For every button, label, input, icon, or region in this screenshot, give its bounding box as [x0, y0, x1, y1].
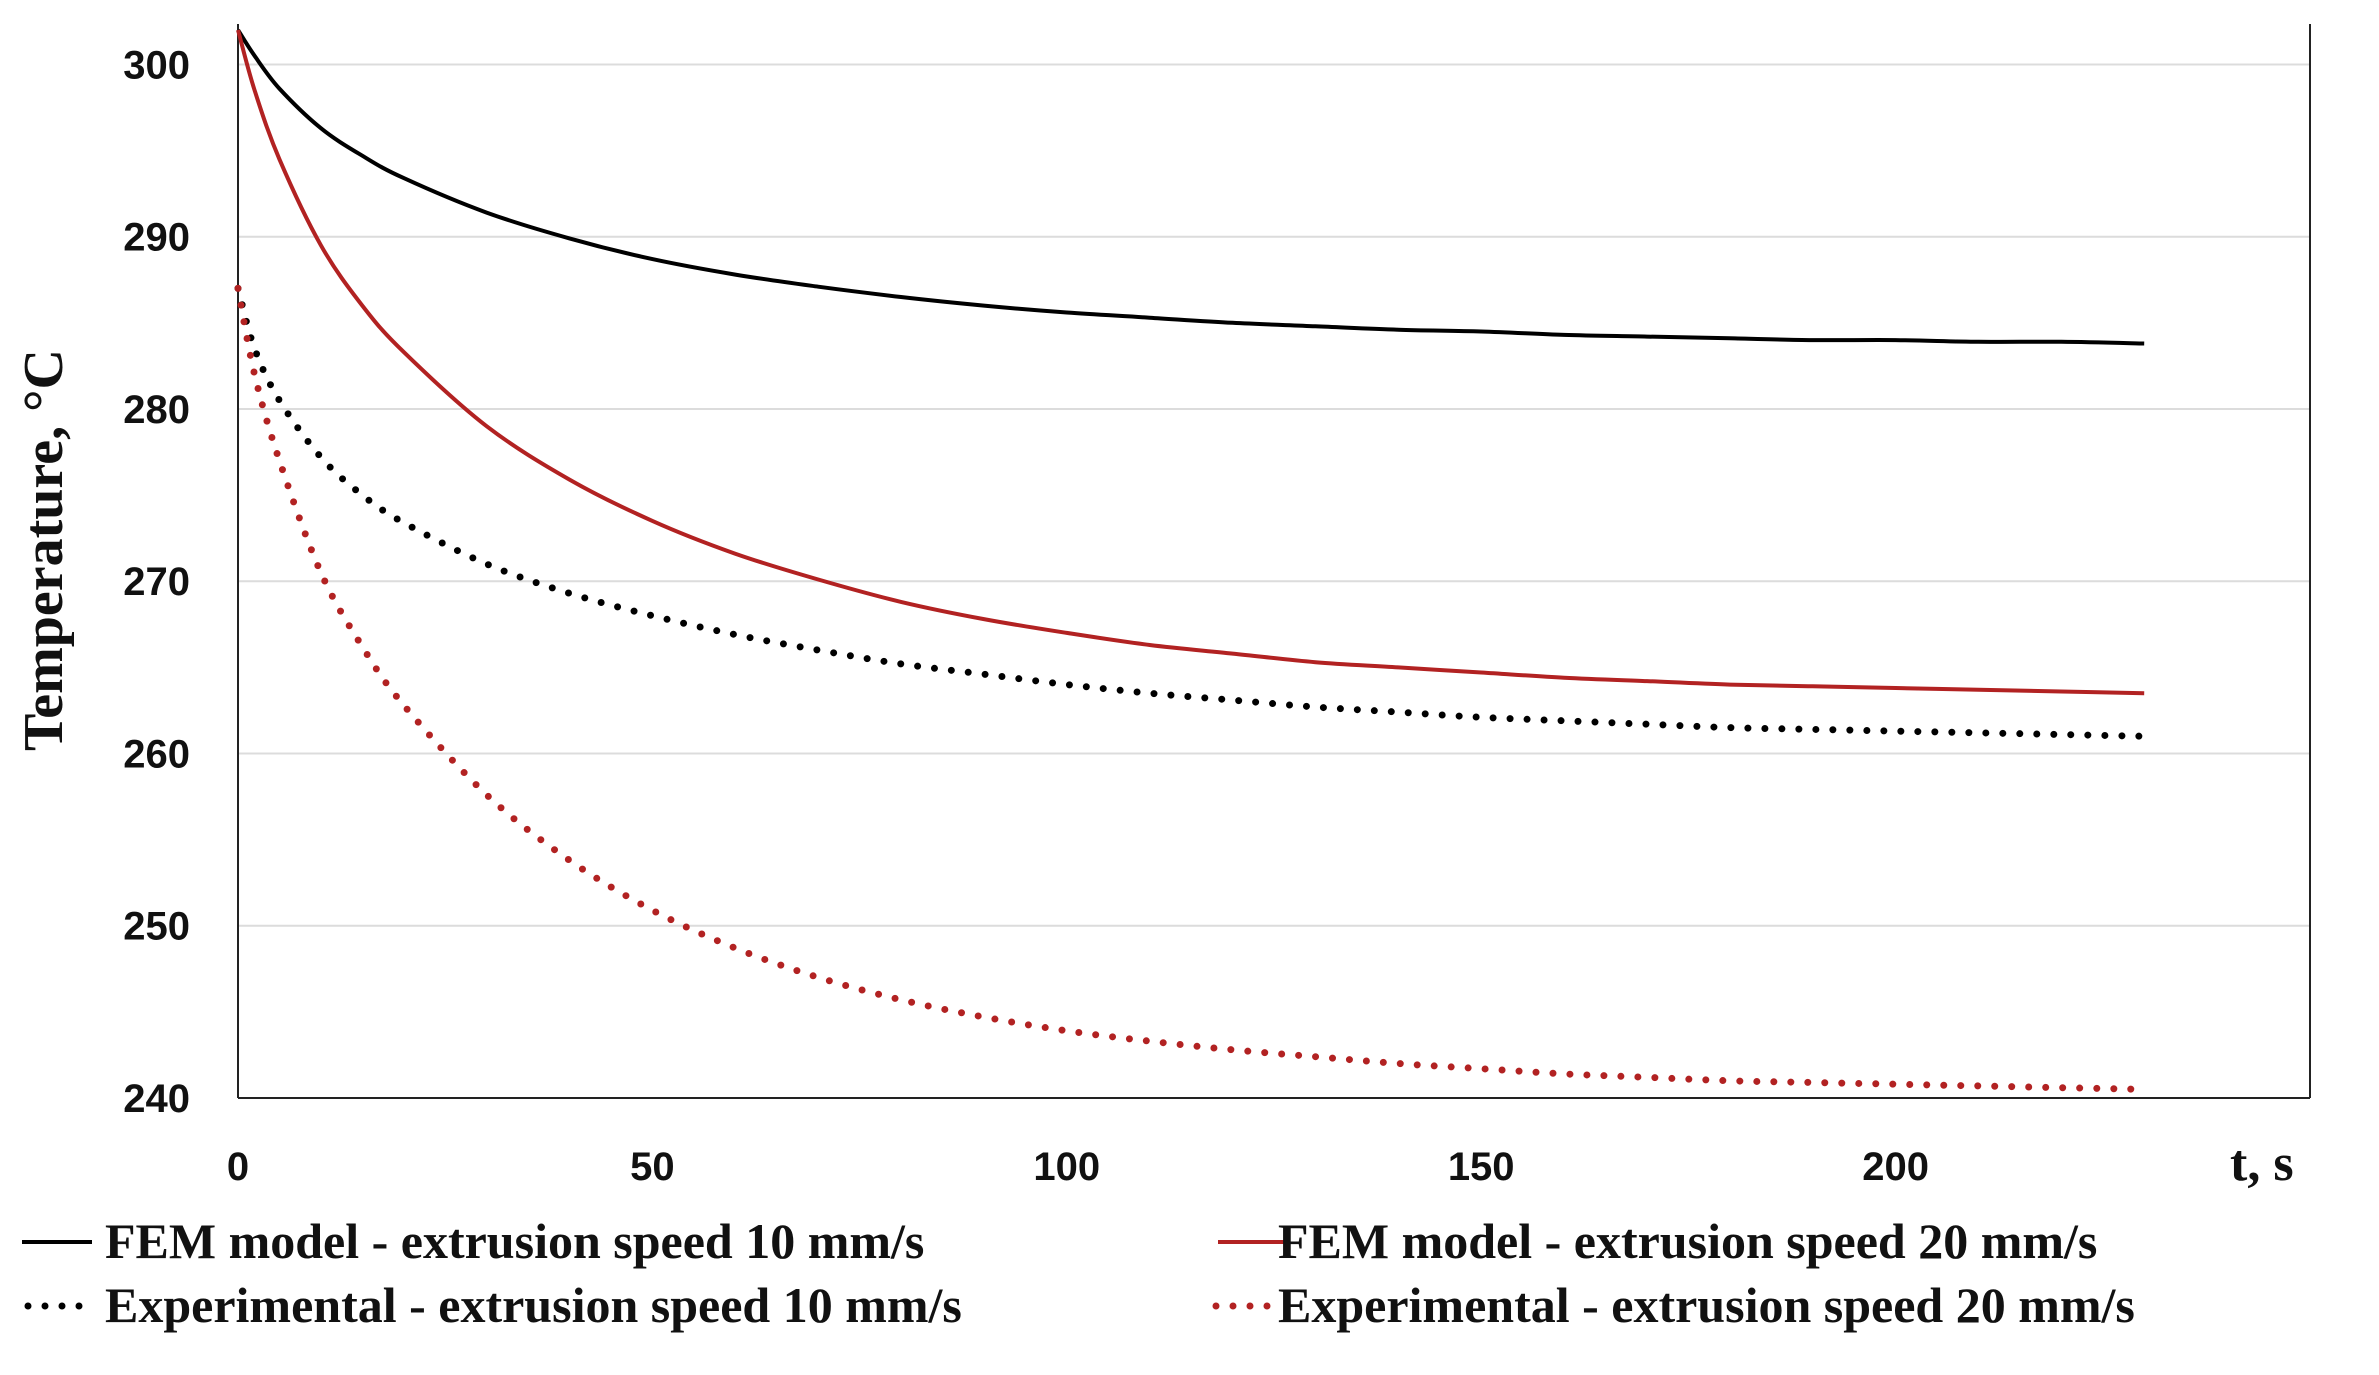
y-tick-label-290: 290 [123, 216, 190, 260]
legend-item-1: FEM model - extrusion speed 10 mm/s [22, 1213, 924, 1269]
series-line-2 [236, 29, 2145, 696]
legend-item-4: Experimental - extrusion speed 20 mm/s [1212, 1277, 2135, 1333]
x-tick-label-200: 200 [1862, 1145, 1929, 1189]
y-tick-label-240: 240 [123, 1077, 190, 1121]
ticks-layer: 240 250 260 270 280 290 300 0 50 100 150 200 [123, 43, 1929, 1189]
y-tick-label-300: 300 [123, 43, 190, 87]
legend: FEM model - extrusion speed 10 mm/s FEM m… [22, 1213, 2135, 1333]
legend-label-2: FEM model - extrusion speed 20 mm/s [1278, 1213, 2097, 1269]
y-tick-label-260: 260 [123, 732, 190, 776]
x-tick-label-50: 50 [630, 1145, 675, 1189]
legend-item-2: FEM model - extrusion speed 20 mm/s [1218, 1213, 2097, 1269]
y-tick-label-270: 270 [123, 560, 190, 604]
x-tick-label-0: 0 [227, 1145, 249, 1189]
legend-label-4: Experimental - extrusion speed 20 mm/s [1278, 1277, 2135, 1333]
grid-layer [238, 63, 2310, 927]
x-axis-label: t, s [2230, 1135, 2294, 1192]
y-tick-label-250: 250 [123, 905, 190, 949]
y-tick-label-280: 280 [123, 388, 190, 432]
series-line-3 [234, 284, 2148, 740]
series-line-1 [236, 28, 2145, 346]
legend-label-1: FEM model - extrusion speed 10 mm/s [105, 1213, 924, 1269]
legend-label-3: Experimental - extrusion speed 10 mm/s [105, 1277, 962, 1333]
x-tick-label-150: 150 [1448, 1145, 1515, 1189]
series-line-4 [234, 284, 2148, 1093]
y-axis-label: Temperature, °C [13, 349, 75, 751]
x-tick-label-100: 100 [1033, 1145, 1100, 1189]
legend-item-3: Experimental - extrusion speed 10 mm/s [24, 1277, 962, 1333]
axes-layer [237, 24, 2311, 1099]
series-layer [234, 28, 2148, 1093]
